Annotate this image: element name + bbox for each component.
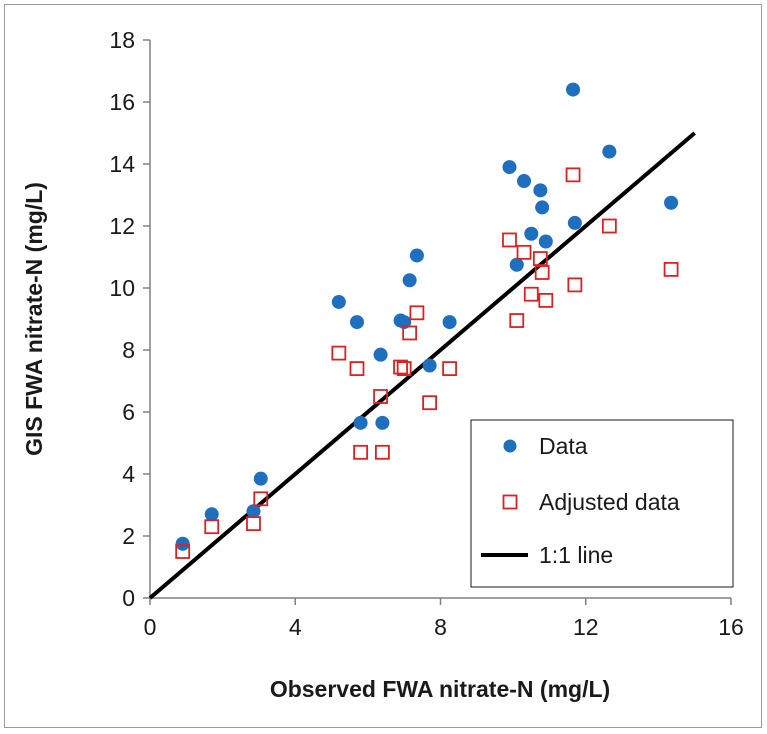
x-tick-label: 16 xyxy=(718,614,744,640)
adjusted-data-point xyxy=(423,396,436,409)
data-point xyxy=(539,235,553,249)
adjusted-data-point xyxy=(510,314,523,327)
y-tick-label: 0 xyxy=(122,585,135,611)
data-point xyxy=(403,273,417,287)
legend-marker-data xyxy=(504,440,517,453)
data-point xyxy=(246,504,260,518)
adjusted-data-point xyxy=(503,233,516,246)
data-point xyxy=(510,258,524,272)
legend-label-adjusted: Adjusted data xyxy=(539,489,680,515)
data-point xyxy=(533,183,547,197)
data-point xyxy=(664,196,678,210)
legend-label-data: Data xyxy=(539,433,588,459)
adjusted-data-point xyxy=(603,220,616,233)
adjusted-data-point xyxy=(665,263,678,276)
data-point xyxy=(410,248,424,262)
data-point xyxy=(524,227,538,241)
x-tick-label: 4 xyxy=(289,614,302,640)
data-point xyxy=(566,83,580,97)
y-tick-label: 8 xyxy=(122,337,135,363)
legend-label-line: 1:1 line xyxy=(539,542,613,568)
x-tick-label: 12 xyxy=(573,614,599,640)
adjusted-data-point xyxy=(443,362,456,375)
y-tick-label: 18 xyxy=(109,27,135,53)
data-point xyxy=(568,216,582,230)
y-tick-label: 14 xyxy=(109,151,135,177)
y-tick-label: 16 xyxy=(109,89,135,115)
data-point xyxy=(332,295,346,309)
data-point xyxy=(517,174,531,188)
data-point xyxy=(374,348,388,362)
adjusted-data-point xyxy=(518,246,531,259)
data-point xyxy=(602,145,616,159)
data-point xyxy=(176,537,190,551)
x-tick-label: 0 xyxy=(144,614,157,640)
y-axis-title: GIS FWA nitrate-N (mg/L) xyxy=(21,182,47,456)
adjusted-data-point xyxy=(332,347,345,360)
data-point xyxy=(535,200,549,214)
data-point xyxy=(375,416,389,430)
data-point xyxy=(502,160,516,174)
adjusted-data-point xyxy=(525,288,538,301)
x-axis-title: Observed FWA nitrate-N (mg/L) xyxy=(270,676,610,702)
adjusted-data-point xyxy=(376,446,389,459)
y-tick-label: 2 xyxy=(122,523,135,549)
data-point xyxy=(423,359,437,373)
adjusted-data-point xyxy=(568,278,581,291)
legend: Data Adjusted data 1:1 line xyxy=(471,420,733,587)
y-tick-label: 10 xyxy=(109,275,135,301)
y-tick-label: 4 xyxy=(122,461,135,487)
adjusted-data-point xyxy=(410,306,423,319)
data-point xyxy=(350,315,364,329)
x-tick-label: 8 xyxy=(434,614,447,640)
adjusted-data-point xyxy=(354,446,367,459)
adjusted-data-point xyxy=(350,362,363,375)
y-tick-label: 12 xyxy=(109,213,135,239)
data-point xyxy=(254,472,268,486)
data-point xyxy=(205,507,219,521)
adjusted-data-point xyxy=(567,168,580,181)
adjusted-data-point xyxy=(247,517,260,530)
data-point xyxy=(354,416,368,430)
y-tick-label: 6 xyxy=(122,399,135,425)
adjusted-data-point xyxy=(539,294,552,307)
data-point xyxy=(443,315,457,329)
adjusted-data-point xyxy=(205,520,218,533)
